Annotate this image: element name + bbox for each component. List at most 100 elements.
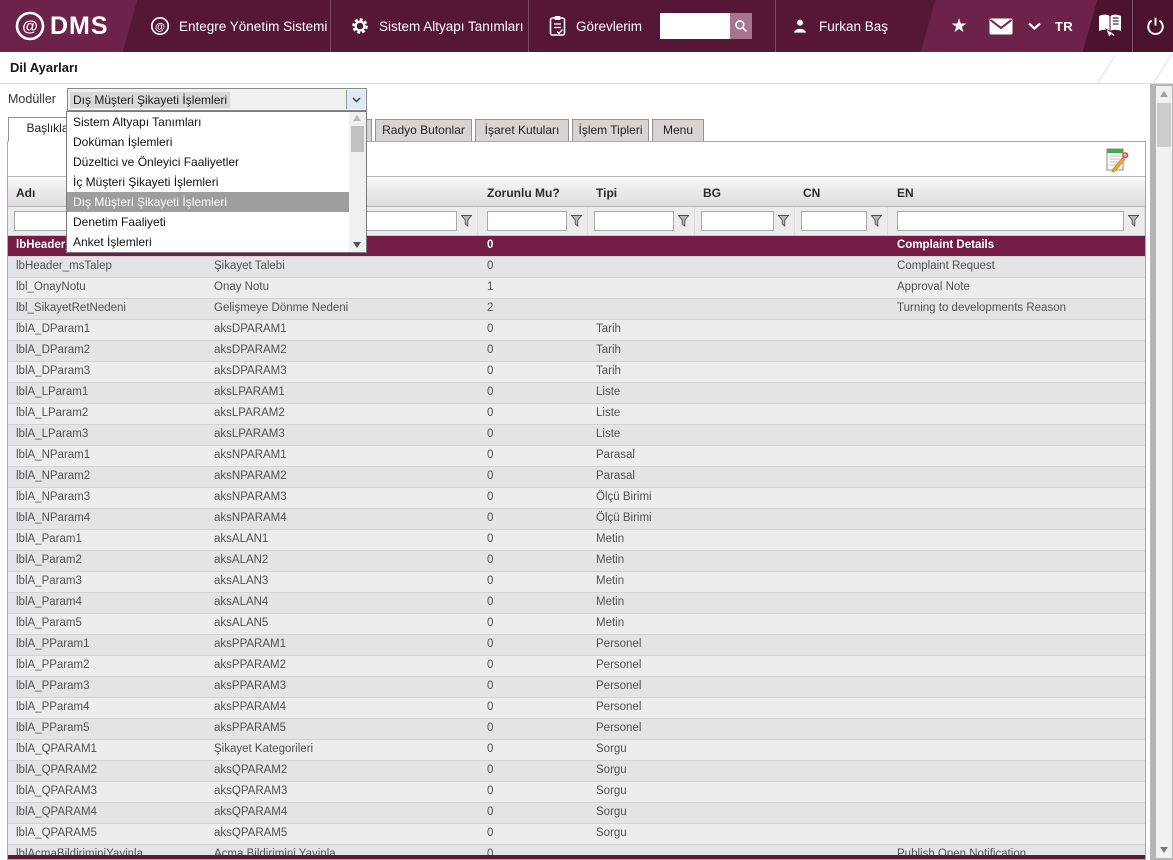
table-row[interactable]: lblA_LParam3 aksLPARAM3 0 Liste xyxy=(8,425,1145,446)
filter-input-bg[interactable] xyxy=(701,211,774,231)
table-row[interactable]: lblA_QPARAM5 aksQPARAM5 0 Sorgu xyxy=(8,824,1145,845)
column-header-zorunlu[interactable]: Zorunlu Mu? xyxy=(487,186,560,200)
table-row[interactable]: lblA_PParam4 aksPPARAM4 0 Personel xyxy=(8,698,1145,719)
column-header-cn[interactable]: CN xyxy=(803,186,821,200)
filter-funnel-icon[interactable] xyxy=(461,215,472,227)
user-guide-book-icon[interactable] xyxy=(1092,0,1128,52)
table-row[interactable]: lblA_QPARAM2 aksQPARAM2 0 Sorgu xyxy=(8,761,1145,782)
table-row[interactable]: lblA_Param4 aksALAN4 0 Metin xyxy=(8,593,1145,614)
menu-my-tasks[interactable]: Görevlerim xyxy=(548,0,642,52)
cell-en: Complaint Details xyxy=(897,239,995,251)
table-row[interactable]: lblAcmaBildiriminiYayinla Acma Bildirimin… xyxy=(8,845,1145,857)
table-row[interactable]: lblA_NParam4 aksNPARAM4 0 Ölçü Birimi xyxy=(8,509,1145,530)
table-row[interactable]: lblA_NParam2 aksNPARAM2 0 Parasal xyxy=(8,467,1145,488)
dropdown-scrollbar[interactable] xyxy=(349,112,366,252)
table-row[interactable]: lblA_PParam5 aksPPARAM5 0 Personel xyxy=(8,719,1145,740)
scroll-down-icon[interactable] xyxy=(1160,847,1168,853)
column-header-adi[interactable]: Adı xyxy=(16,186,36,200)
cell-zorunlu: 0 xyxy=(487,260,494,272)
cell-tr: aksALAN4 xyxy=(214,596,269,608)
cell-adi: lblA_QPARAM2 xyxy=(16,764,97,776)
menu-system-infrastructure[interactable]: Sistem Altyapı Tanımları xyxy=(350,0,524,52)
table-row[interactable]: lblA_DParam1 aksDPARAM1 0 Tarih xyxy=(8,320,1145,341)
table-row[interactable]: lblA_LParam2 aksLPARAM2 0 Liste xyxy=(8,404,1145,425)
dropdown-option[interactable]: Anket İşlemleri xyxy=(73,235,152,249)
table-row[interactable]: lblA_Param1 aksALAN1 0 Metin xyxy=(8,530,1145,551)
cell-zorunlu: 0 xyxy=(487,596,494,608)
cell-cn xyxy=(795,509,888,529)
tab-isaret-kutulari[interactable]: İşaret Kutuları xyxy=(475,119,569,142)
cell-cn xyxy=(795,446,888,466)
table-row[interactable]: lblA_Param3 aksALAN3 0 Metin xyxy=(8,572,1145,593)
app-logo[interactable]: @ DMS xyxy=(14,0,109,52)
filter-input-tipi[interactable] xyxy=(594,211,674,231)
module-dropdown-list: Sistem Altyapı Tanımları Doküman İşlemler… xyxy=(66,111,367,253)
dropdown-option[interactable]: Doküman İşlemleri xyxy=(73,135,173,149)
table-row[interactable]: lblA_DParam2 aksDPARAM2 0 Tarih xyxy=(8,341,1145,362)
mail-icon[interactable] xyxy=(986,0,1016,52)
svg-text:@: @ xyxy=(155,21,165,33)
table-row[interactable]: lblA_Param2 aksALAN2 0 Metin xyxy=(8,551,1145,572)
tab-radyo-butonlar[interactable]: Radyo Butonlar xyxy=(375,119,472,142)
scrollbar-thumb[interactable] xyxy=(351,126,364,152)
table-row[interactable]: lblA_PParam3 aksPPARAM3 0 Personel xyxy=(8,677,1145,698)
table-row[interactable]: lblA_PParam2 aksPPARAM2 0 Personel xyxy=(8,656,1145,677)
select-dropdown-button[interactable] xyxy=(346,90,365,109)
tab-menu[interactable]: Menu xyxy=(652,119,704,142)
table-row[interactable]: lblA_Param5 aksALAN5 0 Metin xyxy=(8,614,1145,635)
cell-cn xyxy=(795,803,888,823)
favorites-star-icon[interactable]: ★ xyxy=(950,15,968,37)
menu-label: Entegre Yönetim Sistemi xyxy=(179,18,328,34)
table-row[interactable]: lblA_DParam3 aksDPARAM3 0 Tarih xyxy=(8,362,1145,383)
dropdown-option[interactable]: Düzeltici ve Önleyici Faaliyetler xyxy=(73,155,240,169)
filter-funnel-icon[interactable] xyxy=(871,215,882,227)
edit-list-icon[interactable] xyxy=(1105,147,1129,178)
scroll-up-icon[interactable] xyxy=(353,115,361,121)
table-row[interactable]: lblA_PParam1 aksPPARAM1 0 Personel xyxy=(8,635,1145,656)
dropdown-option[interactable]: Dış Müşteri Şikayeti İşlemleri xyxy=(67,192,349,212)
cell-adi: lblA_LParam3 xyxy=(16,428,89,440)
scrollbar-thumb[interactable] xyxy=(1157,103,1171,147)
dropdown-option[interactable]: Denetim Faaliyeti xyxy=(73,215,166,229)
module-select[interactable]: Dış Müşteri Şikayeti İşlemleri xyxy=(67,88,367,111)
search-button[interactable] xyxy=(730,13,752,39)
chevron-down-icon[interactable] xyxy=(1024,0,1044,52)
table-row[interactable]: lblA_QPARAM3 aksQPARAM3 0 Sorgu xyxy=(8,782,1145,803)
page-scrollbar[interactable] xyxy=(1156,86,1172,858)
power-logout-icon[interactable] xyxy=(1140,0,1170,52)
scroll-down-icon[interactable] xyxy=(353,242,361,248)
dropdown-option[interactable]: Sistem Altyapı Tanımları xyxy=(73,115,202,129)
filter-input-en[interactable] xyxy=(897,211,1124,231)
table-row[interactable]: lbHeader_msTalep Şikayet Talebi 0 Complaint… xyxy=(8,257,1145,278)
cell-zorunlu: 0 xyxy=(487,785,494,797)
filter-funnel-icon[interactable] xyxy=(1128,215,1139,227)
cell-tr: aksLPARAM3 xyxy=(214,428,285,440)
user-menu[interactable]: Furkan Baş xyxy=(790,0,888,52)
dropdown-option[interactable]: İç Müşteri Şikayeti İşlemleri xyxy=(73,175,219,189)
cell-zorunlu: 0 xyxy=(487,428,494,440)
language-label: TR xyxy=(1054,18,1074,34)
filter-funnel-icon[interactable] xyxy=(778,215,789,227)
tab-islem-tipleri[interactable]: İşlem Tipleri xyxy=(572,119,649,142)
cell-adi: lblA_NParam4 xyxy=(16,512,91,524)
column-header-en[interactable]: EN xyxy=(897,186,914,200)
table-row[interactable]: lblA_NParam3 aksNPARAM3 0 Ölçü Birimi xyxy=(8,488,1145,509)
cell-en xyxy=(888,509,1145,529)
table-row[interactable]: lblA_QPARAM4 aksQPARAM4 0 Sorgu xyxy=(8,803,1145,824)
table-row[interactable]: lblA_QPARAM1 Şikayet Kategorileri 0 Sorgu xyxy=(8,740,1145,761)
table-row[interactable]: lbl_OnayNotu Onay Notu 1 Approval Note xyxy=(8,278,1145,299)
filter-funnel-icon[interactable] xyxy=(678,215,689,227)
scroll-up-icon[interactable] xyxy=(1160,91,1168,97)
table-row[interactable]: lbl_SikayetRetNedeni Gelişmeye Dönme Nede… xyxy=(8,299,1145,320)
menu-integrated-management[interactable]: @ Entegre Yönetim Sistemi xyxy=(150,0,327,52)
column-header-bg[interactable]: BG xyxy=(703,186,721,200)
column-header-tipi[interactable]: Tipi xyxy=(596,186,618,200)
filter-funnel-icon[interactable] xyxy=(571,215,582,227)
table-row[interactable]: lblA_LParam1 aksLPARAM1 0 Liste xyxy=(8,383,1145,404)
filter-input-zorunlu[interactable] xyxy=(487,211,567,231)
language-selector[interactable]: TR xyxy=(1050,0,1078,52)
cell-zorunlu: 0 xyxy=(487,449,494,461)
table-row[interactable]: lblA_NParam1 aksNPARAM1 0 Parasal xyxy=(8,446,1145,467)
filter-input-cn[interactable] xyxy=(801,211,867,231)
search-input[interactable] xyxy=(660,13,730,39)
